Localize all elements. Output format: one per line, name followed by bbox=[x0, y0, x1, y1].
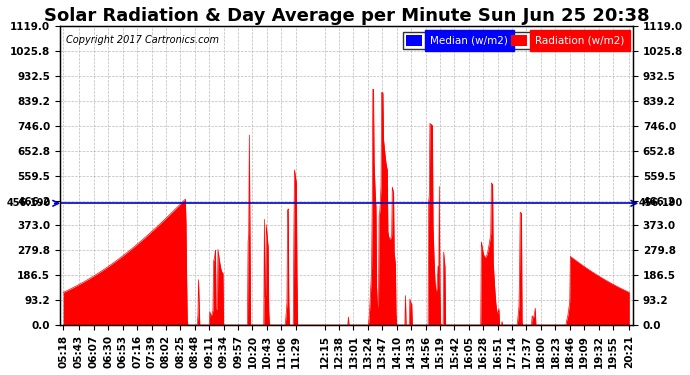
Legend: Median (w/m2), Radiation (w/m2): Median (w/m2), Radiation (w/m2) bbox=[404, 32, 628, 49]
Text: 456.190: 456.190 bbox=[639, 198, 683, 208]
Text: 456.190: 456.190 bbox=[6, 198, 50, 208]
Text: Copyright 2017 Cartronics.com: Copyright 2017 Cartronics.com bbox=[66, 36, 219, 45]
Title: Solar Radiation & Day Average per Minute Sun Jun 25 20:38: Solar Radiation & Day Average per Minute… bbox=[43, 7, 649, 25]
